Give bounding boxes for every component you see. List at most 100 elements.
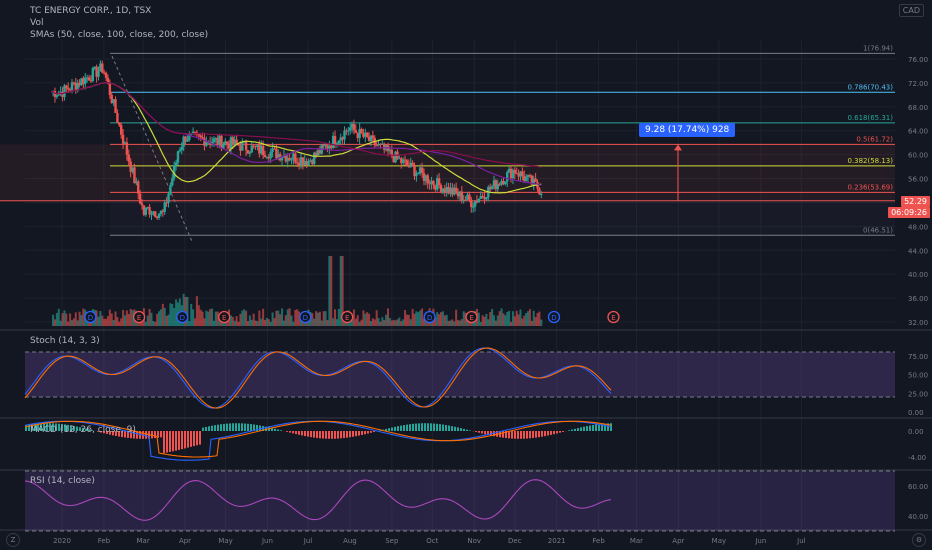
volume-bar (534, 317, 537, 326)
volume-bar (192, 309, 195, 326)
candle (91, 68, 95, 81)
candle (441, 188, 445, 193)
volume-bar (80, 315, 83, 326)
volume-bar (207, 311, 210, 326)
macd-hist (394, 426, 396, 431)
price-tick: 60.00 (908, 152, 928, 160)
macd-hist (64, 424, 66, 431)
candle (218, 135, 221, 145)
candle (345, 130, 348, 132)
macd-hist (37, 423, 39, 431)
candle (116, 112, 119, 123)
volume-bar (186, 296, 189, 326)
macd-hist (259, 425, 261, 431)
candle (360, 129, 363, 134)
volume-bar (190, 303, 193, 326)
volume-bar (256, 321, 259, 326)
candle (224, 141, 227, 145)
macd-hist (367, 431, 369, 434)
volume-bar (337, 308, 340, 326)
volume-bar (78, 311, 81, 326)
candle (248, 152, 252, 154)
fib-label: 0.236(53.69) (847, 183, 893, 191)
macd-hist (370, 431, 372, 433)
candle (437, 178, 441, 186)
event-label: D (180, 314, 185, 322)
time-tick: Jul (796, 537, 806, 545)
candle (59, 91, 62, 93)
currency-badge[interactable]: CAD (898, 4, 924, 17)
earnings-marker (465, 310, 478, 324)
volume-bar (402, 319, 405, 326)
candle (354, 130, 358, 133)
fib-label: 0.382(58.13) (847, 157, 893, 165)
macd-hist (325, 431, 327, 439)
volume-bar (290, 315, 293, 326)
z-button[interactable]: Z (6, 533, 20, 547)
macd-hist (166, 431, 168, 453)
gear-icon[interactable]: ⚙ (912, 533, 926, 547)
candle (220, 135, 223, 149)
candle (295, 162, 299, 164)
price-tick: 40.00 (908, 271, 928, 279)
candle (237, 143, 240, 146)
candle (74, 82, 77, 90)
macd-hist (292, 431, 294, 434)
volume-bar (273, 318, 276, 326)
candle (159, 210, 163, 214)
macd-hist (226, 423, 228, 431)
candle (235, 139, 238, 144)
volume-bar (392, 319, 395, 326)
candle (301, 157, 305, 165)
volume-bar (281, 308, 284, 326)
volume-bar (481, 315, 484, 326)
candle (394, 151, 397, 163)
volume-bar (385, 314, 388, 326)
volume-bar (458, 320, 461, 326)
earnings-marker (607, 310, 620, 324)
volume-bar (443, 315, 446, 326)
candle (489, 186, 492, 190)
volume-bar (330, 256, 333, 326)
candle (352, 123, 356, 131)
candle (331, 135, 335, 149)
candle (261, 145, 265, 156)
volume-bar (354, 318, 357, 326)
candle (258, 144, 261, 154)
macd-hist (307, 431, 309, 437)
candle (184, 136, 187, 142)
event-label: D (551, 314, 556, 322)
volume-bar (356, 315, 359, 326)
volume-bar (434, 317, 437, 326)
signal-line (24, 420, 612, 458)
volume-bar (513, 316, 516, 326)
volume-bar (203, 318, 206, 326)
candle (358, 129, 361, 139)
volume-bar (299, 319, 302, 326)
macd-hist (448, 425, 450, 431)
macd-hist (121, 431, 123, 438)
macd-hist (415, 423, 417, 431)
axes: 76.0072.0068.0064.0060.0056.0052.0048.00… (53, 56, 928, 545)
candle (417, 173, 420, 175)
price-tick: 48.00 (908, 223, 928, 231)
stoch-tick: 50.00 (908, 372, 928, 380)
sma-lines (51, 82, 542, 194)
last-price-tag: 52.29 (901, 196, 930, 207)
candle (87, 77, 91, 81)
volume-bar (116, 317, 119, 326)
candle (411, 162, 414, 167)
candle (526, 175, 530, 178)
candle (106, 77, 110, 84)
candle (186, 140, 189, 142)
volume-bar (101, 315, 104, 326)
macd-hist (190, 431, 192, 447)
macd-hist (592, 424, 594, 431)
candle (322, 144, 325, 146)
macd-hist (583, 426, 585, 431)
macd-hist (193, 431, 195, 447)
macd-hist (340, 431, 342, 439)
volume-bar (175, 299, 178, 326)
candle (127, 154, 130, 162)
